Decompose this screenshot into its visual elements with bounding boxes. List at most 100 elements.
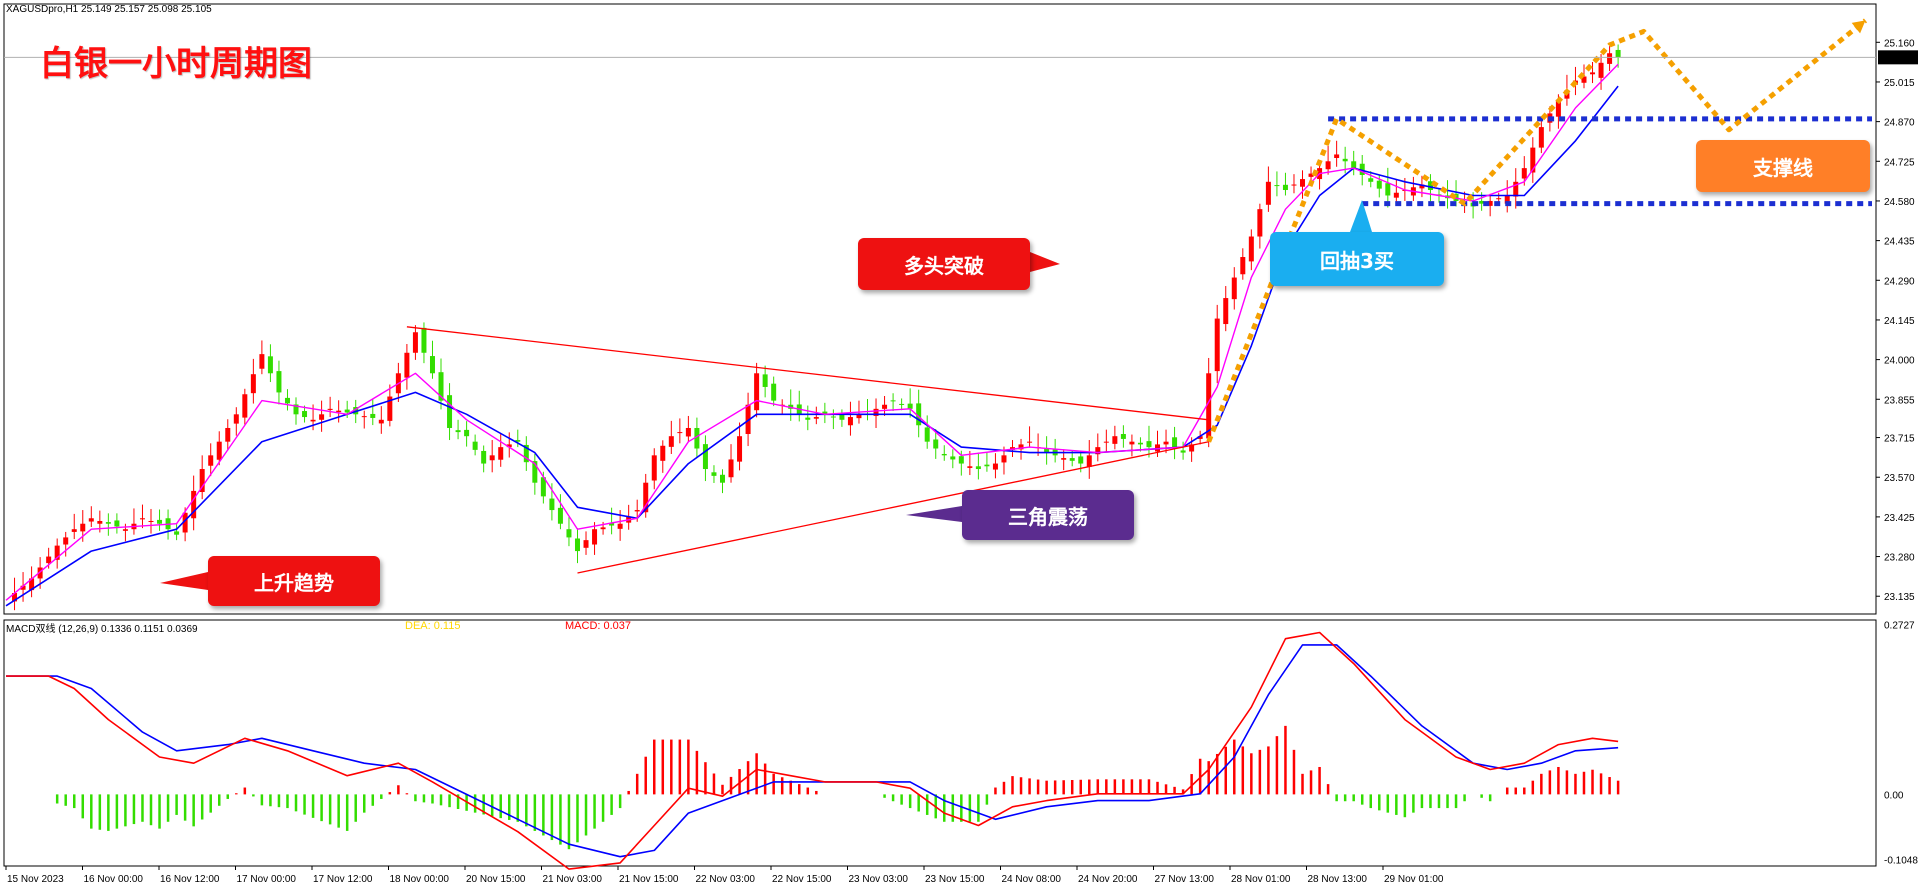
candle-body — [353, 407, 359, 415]
candle-body — [319, 414, 325, 420]
price-tick-label: 24.290 — [1884, 276, 1915, 287]
candle-body — [1248, 236, 1254, 262]
candle-body — [941, 453, 947, 456]
candle-body — [1197, 436, 1203, 439]
dea-line — [6, 644, 1619, 858]
time-tick-label: 15 Nov 2023 — [7, 874, 64, 885]
price-tick-label: 24.000 — [1884, 356, 1915, 367]
price-panel-frame — [3, 3, 1877, 615]
candle-body — [1427, 181, 1433, 191]
candle-body — [1419, 184, 1425, 189]
time-tick-label: 22 Nov 03:00 — [696, 874, 756, 885]
candle-body — [873, 408, 879, 416]
candle-body — [447, 395, 453, 428]
price-tick-label: 25.160 — [1884, 38, 1915, 49]
candle-body — [506, 444, 512, 448]
price-tick-label: 24.580 — [1884, 197, 1915, 208]
candle-body — [464, 429, 470, 437]
candle-body — [259, 354, 265, 369]
candle-body — [1607, 53, 1613, 64]
candle-body — [566, 529, 572, 538]
time-tick-label: 29 Nov 01:00 — [1384, 874, 1444, 885]
price-tick-label: 23.135 — [1884, 592, 1915, 603]
price-tick-label: 24.725 — [1884, 157, 1915, 168]
candle-body — [651, 455, 657, 481]
candle-body — [1300, 179, 1306, 187]
candle-body — [1163, 441, 1169, 445]
candle-body — [924, 427, 930, 442]
candle-body — [46, 556, 52, 564]
candle-body — [762, 374, 768, 387]
candle-body — [1061, 458, 1067, 460]
price-tick-label: 24.870 — [1884, 118, 1915, 129]
candle-body — [225, 427, 231, 442]
price-tick-label: 23.280 — [1884, 553, 1915, 564]
time-tick-label: 24 Nov 20:00 — [1078, 874, 1138, 885]
time-tick-label: 22 Nov 15:00 — [772, 874, 832, 885]
candle-body — [378, 419, 384, 424]
candle-body — [387, 396, 393, 421]
candle-body — [1257, 209, 1263, 237]
candle-body — [293, 404, 299, 415]
time-tick-label: 23 Nov 15:00 — [925, 874, 985, 885]
candle-body — [1385, 183, 1391, 196]
candle-body — [592, 529, 598, 545]
candle-body — [1581, 76, 1587, 83]
time-tick-label: 24 Nov 08:00 — [1002, 874, 1062, 885]
candle-body — [29, 578, 35, 591]
candle-body — [122, 529, 128, 531]
candle-body — [327, 408, 333, 410]
candle-body — [421, 327, 427, 353]
candle-body — [950, 456, 956, 460]
candle-body — [1214, 318, 1220, 372]
candle-body — [336, 410, 342, 413]
time-tick-label: 28 Nov 13:00 — [1308, 874, 1368, 885]
candle-body — [481, 450, 487, 464]
current-price-label: 25.105 — [1882, 53, 1913, 64]
candle-body — [574, 538, 580, 552]
candle-body — [745, 404, 751, 435]
triangle-lower-line — [577, 441, 1209, 574]
time-tick-label: 18 Nov 00:00 — [390, 874, 450, 885]
candle-body — [1137, 442, 1143, 445]
pullback-callout: 回抽3买 — [1270, 232, 1444, 286]
projection-arrowhead — [1851, 20, 1866, 34]
time-tick-label: 16 Nov 00:00 — [84, 874, 144, 885]
candle-body — [634, 510, 640, 512]
candle-body — [1351, 161, 1357, 169]
candle-body — [54, 545, 60, 560]
price-tick-label: 23.425 — [1884, 513, 1915, 524]
candle-body — [1129, 441, 1135, 445]
candle-body — [668, 436, 674, 447]
candle-body — [1598, 62, 1604, 78]
breakout-pointer — [1030, 252, 1060, 272]
candle-body — [242, 394, 248, 418]
time-tick-label: 17 Nov 12:00 — [313, 874, 373, 885]
price-tick-label: 23.570 — [1884, 473, 1915, 484]
price-tick-label: 25.015 — [1884, 78, 1915, 89]
candle-body — [182, 512, 188, 533]
candle-body — [540, 477, 546, 497]
support-callout: 支撑线 — [1696, 140, 1870, 192]
candle-body — [114, 520, 120, 527]
candle-body — [12, 593, 18, 602]
dea-label: DEA: 0.115 — [405, 620, 461, 632]
candle-body — [139, 518, 145, 520]
time-tick-label: 20 Nov 15:00 — [466, 874, 526, 885]
candle-body — [1189, 444, 1195, 452]
candle-body — [1240, 257, 1246, 275]
candle-body — [37, 567, 43, 579]
candle-body — [523, 444, 529, 463]
candle-body — [685, 427, 691, 437]
candle-body — [71, 529, 77, 532]
candle-body — [1590, 72, 1596, 75]
candle-body — [1120, 434, 1126, 439]
candle-body — [157, 519, 163, 524]
candle-body — [489, 455, 495, 461]
candle-body — [719, 474, 725, 483]
candle-body — [302, 411, 308, 418]
candle-body — [191, 490, 197, 519]
candle-body — [80, 523, 86, 532]
candle-body — [1001, 455, 1007, 463]
